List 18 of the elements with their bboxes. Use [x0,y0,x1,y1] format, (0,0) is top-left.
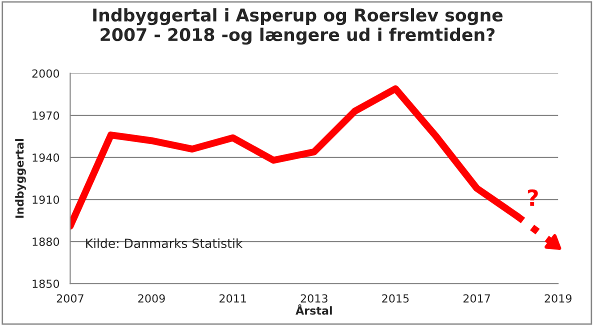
annotation: ? [528,189,538,206]
annotation: Kilde: Danmarks Statistik [86,238,243,248]
x-axis-title: Årstal [296,304,332,315]
y-tick-label: 1880 [32,238,60,246]
y-tick-label: 1970 [32,111,60,120]
x-tick-label: 2009 [138,294,165,303]
x-tick-label: 2019 [544,294,572,303]
x-tick-label: 2011 [220,294,246,303]
x-tick-label: 2007 [56,294,84,303]
y-axis-title: Indbyggertal [15,139,26,218]
x-tick-label: 2015 [382,294,409,303]
x-tick-label: 2017 [463,294,490,303]
y-tick-label: 1910 [32,195,60,204]
y-tick-label: 1850 [32,280,60,288]
chart-title: Indbyggertal i Asperup og Roerslev sogne 2007 - 2018 -og længere ud i fremtiden? [93,8,503,45]
y-tick-label: 2000 [32,69,60,78]
y-tick-label: 1940 [32,153,60,162]
x-tick-label: 2013 [300,294,328,303]
